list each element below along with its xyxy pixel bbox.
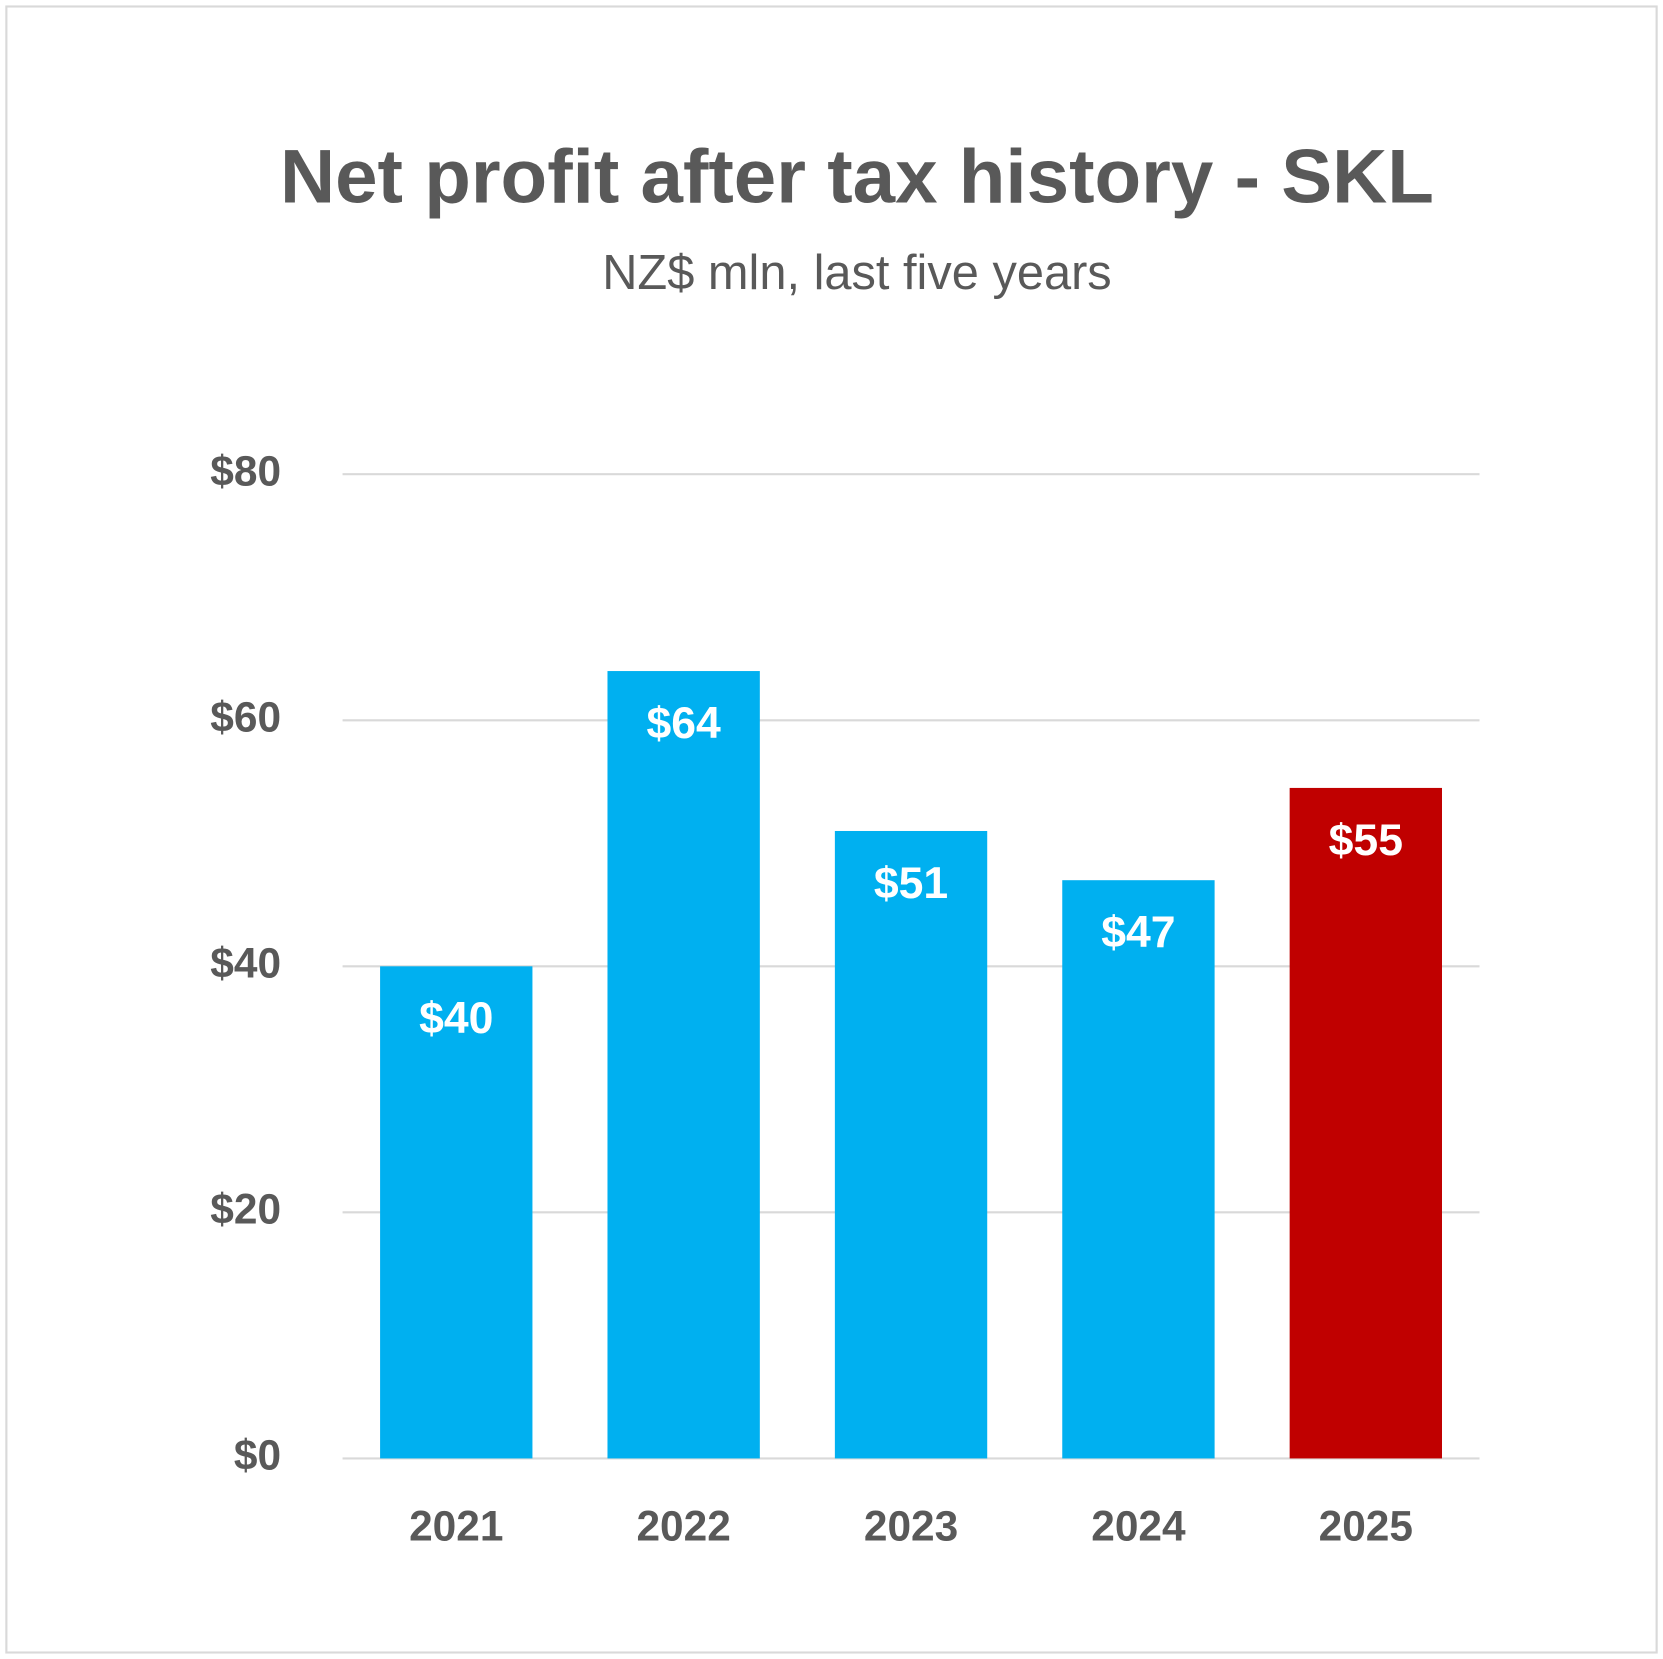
x-tick-label: 2022 xyxy=(636,1503,730,1550)
chart-subtitle: NZ$ mln, last five years xyxy=(602,246,1111,300)
bar xyxy=(834,830,988,1459)
value-label: $47 xyxy=(1101,908,1175,957)
value-label: $55 xyxy=(1329,816,1403,865)
chart-title: Net profit after tax history - SKL xyxy=(280,135,1434,220)
bar xyxy=(607,671,760,1459)
y-tick-label: $0 xyxy=(234,1432,281,1479)
x-tick-label: 2023 xyxy=(864,1503,958,1550)
value-label: $40 xyxy=(419,994,493,1043)
value-label: $64 xyxy=(646,699,721,748)
y-tick-label: $60 xyxy=(210,693,281,740)
x-tick-label: 2024 xyxy=(1091,1503,1186,1550)
value-label: $51 xyxy=(874,859,948,908)
x-tick-label: 2025 xyxy=(1319,1503,1413,1550)
bar xyxy=(380,966,533,1459)
y-tick-label: $20 xyxy=(210,1186,281,1233)
bar xyxy=(1062,880,1215,1459)
y-tick-label: $40 xyxy=(210,940,281,987)
bar xyxy=(1289,787,1442,1459)
y-tick-label: $80 xyxy=(210,447,281,494)
x-tick-label: 2021 xyxy=(409,1503,503,1550)
